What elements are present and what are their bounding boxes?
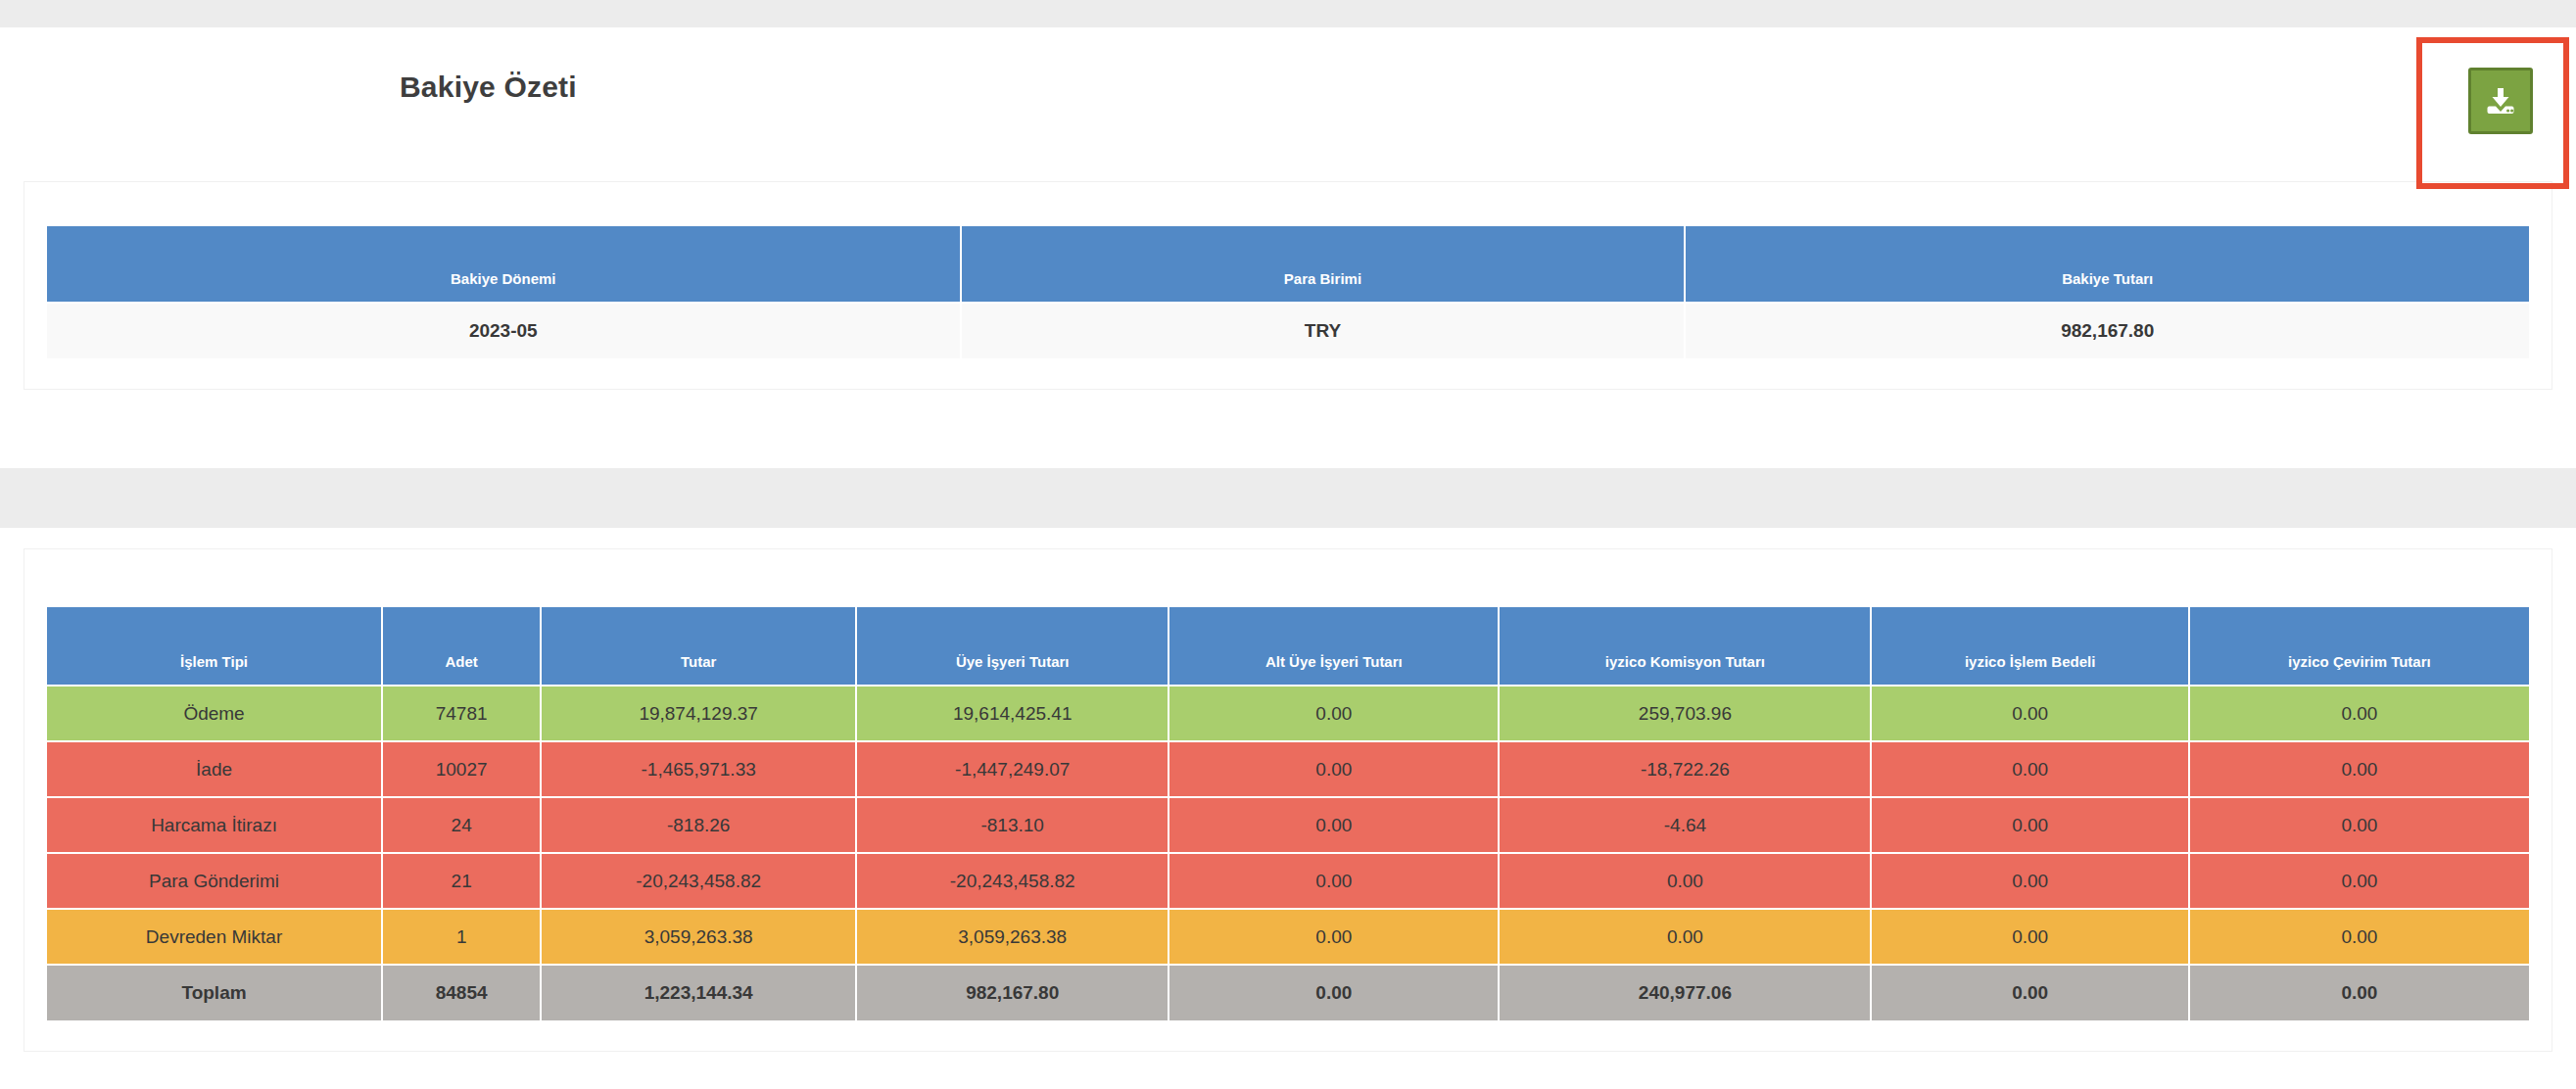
summary-table-cell: -818.26 [541,797,856,853]
summary-table-cell: Toplam [47,965,382,1020]
summary-table-cell: 74781 [382,686,541,741]
summary-table-cell: 0.00 [1169,741,1499,797]
summary-table-cell: -20,243,458.82 [856,853,1169,909]
summary-table-cell: -1,447,249.07 [856,741,1169,797]
download-icon [2484,85,2517,117]
summary-table-header-cell: İşlem Tipi [47,607,382,686]
table-row-odeme: Ödeme7478119,874,129.3719,614,425.410.00… [47,686,2529,741]
table-row-toplam: Toplam848541,223,144.34982,167.800.00240… [47,965,2529,1020]
summary-table-header-cell: Üye İşyeri Tutarı [856,607,1169,686]
section-separator [0,468,2576,528]
balance-table-cell: TRY [961,303,1686,358]
summary-table-cell: İade [47,741,382,797]
summary-table-cell: 259,703.96 [1499,686,1871,741]
summary-table-cell: 84854 [382,965,541,1020]
summary-table-cell: 0.00 [2189,853,2529,909]
summary-table-cell: -18,722.26 [1499,741,1871,797]
balance-table-header-cell: Bakiye Dönemi [47,226,961,303]
summary-table-cell: 240,977.06 [1499,965,1871,1020]
summary-table-cell: 0.00 [1871,741,2188,797]
balance-table-header-cell: Para Birimi [961,226,1686,303]
balance-table-cell: 982,167.80 [1685,303,2529,358]
summary-table-cell: -4.64 [1499,797,1871,853]
summary-table-cell: 21 [382,853,541,909]
summary-table-cell: 0.00 [1169,797,1499,853]
summary-table-cell: 1,223,144.34 [541,965,856,1020]
summary-table-cell: 982,167.80 [856,965,1169,1020]
summary-table-cell: 19,874,129.37 [541,686,856,741]
summary-table-cell: 0.00 [2189,797,2529,853]
summary-table-header-cell: Alt Üye İşyeri Tutarı [1169,607,1499,686]
summary-table-cell: 0.00 [1871,965,2188,1020]
summary-table-cell: Para Gönderimi [47,853,382,909]
summary-table-cell: 3,059,263.38 [541,909,856,965]
summary-table-header-cell: Adet [382,607,541,686]
summary-table-cell: 0.00 [1871,853,2188,909]
balance-table: Bakiye DönemiPara BirimiBakiye Tutarı 20… [47,226,2529,358]
summary-table-cell: 24 [382,797,541,853]
summary-table-cell: 1 [382,909,541,965]
summary-table-cell: 0.00 [2189,965,2529,1020]
summary-table-head: İşlem TipiAdetTutarÜye İşyeri TutarıAlt … [47,607,2529,686]
transaction-summary-panel: İşlem TipiAdetTutarÜye İşyeri TutarıAlt … [0,528,2576,1089]
summary-table-cell: 0.00 [1169,909,1499,965]
summary-table-body: Ödeme7478119,874,129.3719,614,425.410.00… [47,686,2529,1020]
balance-table-body: 2023-05TRY982,167.80 [47,303,2529,358]
summary-table-cell: 0.00 [1169,853,1499,909]
summary-table-cell: -813.10 [856,797,1169,853]
summary-table-cell: -20,243,458.82 [541,853,856,909]
summary-table-container: İşlem TipiAdetTutarÜye İşyeri TutarıAlt … [24,548,2552,1052]
summary-table-cell: 10027 [382,741,541,797]
summary-table-cell: 19,614,425.41 [856,686,1169,741]
summary-table-cell: -1,465,971.33 [541,741,856,797]
balance-summary-panel: Bakiye Özeti Bakiye DönemiPara BirimiBak… [0,27,2576,468]
download-button[interactable] [2468,68,2533,134]
table-row-iade: İade10027-1,465,971.33-1,447,249.070.00-… [47,741,2529,797]
summary-table-header-row: İşlem TipiAdetTutarÜye İşyeri TutarıAlt … [47,607,2529,686]
table-row-harcama-itirazi: Harcama İtirazı24-818.26-813.100.00-4.64… [47,797,2529,853]
summary-table-cell: 0.00 [2189,909,2529,965]
table-row-para-gonderimi: Para Gönderimi21-20,243,458.82-20,243,45… [47,853,2529,909]
summary-table-header-cell: iyzico Çevirim Tutarı [2189,607,2529,686]
table-row-balance-row: 2023-05TRY982,167.80 [47,303,2529,358]
summary-table-cell: 3,059,263.38 [856,909,1169,965]
summary-table-cell: Devreden Miktar [47,909,382,965]
summary-table-cell: Harcama İtirazı [47,797,382,853]
summary-table-cell: 0.00 [1871,797,2188,853]
summary-table-header-cell: iyzico İşlem Bedeli [1871,607,2188,686]
summary-table-cell: 0.00 [2189,741,2529,797]
summary-table-cell: 0.00 [1499,853,1871,909]
summary-table-cell: 0.00 [1499,909,1871,965]
summary-table-cell: 0.00 [1871,909,2188,965]
summary-table-header-cell: Tutar [541,607,856,686]
summary-table-cell: 0.00 [1169,686,1499,741]
balance-table-header-row: Bakiye DönemiPara BirimiBakiye Tutarı [47,226,2529,303]
balance-table-head: Bakiye DönemiPara BirimiBakiye Tutarı [47,226,2529,303]
top-page-margin [0,0,2576,27]
panel-heading: Bakiye Özeti [24,27,2552,182]
summary-table: İşlem TipiAdetTutarÜye İşyeri TutarıAlt … [47,607,2529,1020]
summary-table-cell: 0.00 [1169,965,1499,1020]
balance-table-container: Bakiye DönemiPara BirimiBakiye Tutarı 20… [24,182,2552,390]
summary-table-header-cell: iyzico Komisyon Tutarı [1499,607,1871,686]
balance-table-cell: 2023-05 [47,303,961,358]
summary-table-cell: 0.00 [1871,686,2188,741]
summary-table-cell: 0.00 [2189,686,2529,741]
page-title: Bakiye Özeti [400,71,577,104]
summary-table-cell: Ödeme [47,686,382,741]
table-row-devreden-miktar: Devreden Miktar13,059,263.383,059,263.38… [47,909,2529,965]
balance-table-header-cell: Bakiye Tutarı [1685,226,2529,303]
